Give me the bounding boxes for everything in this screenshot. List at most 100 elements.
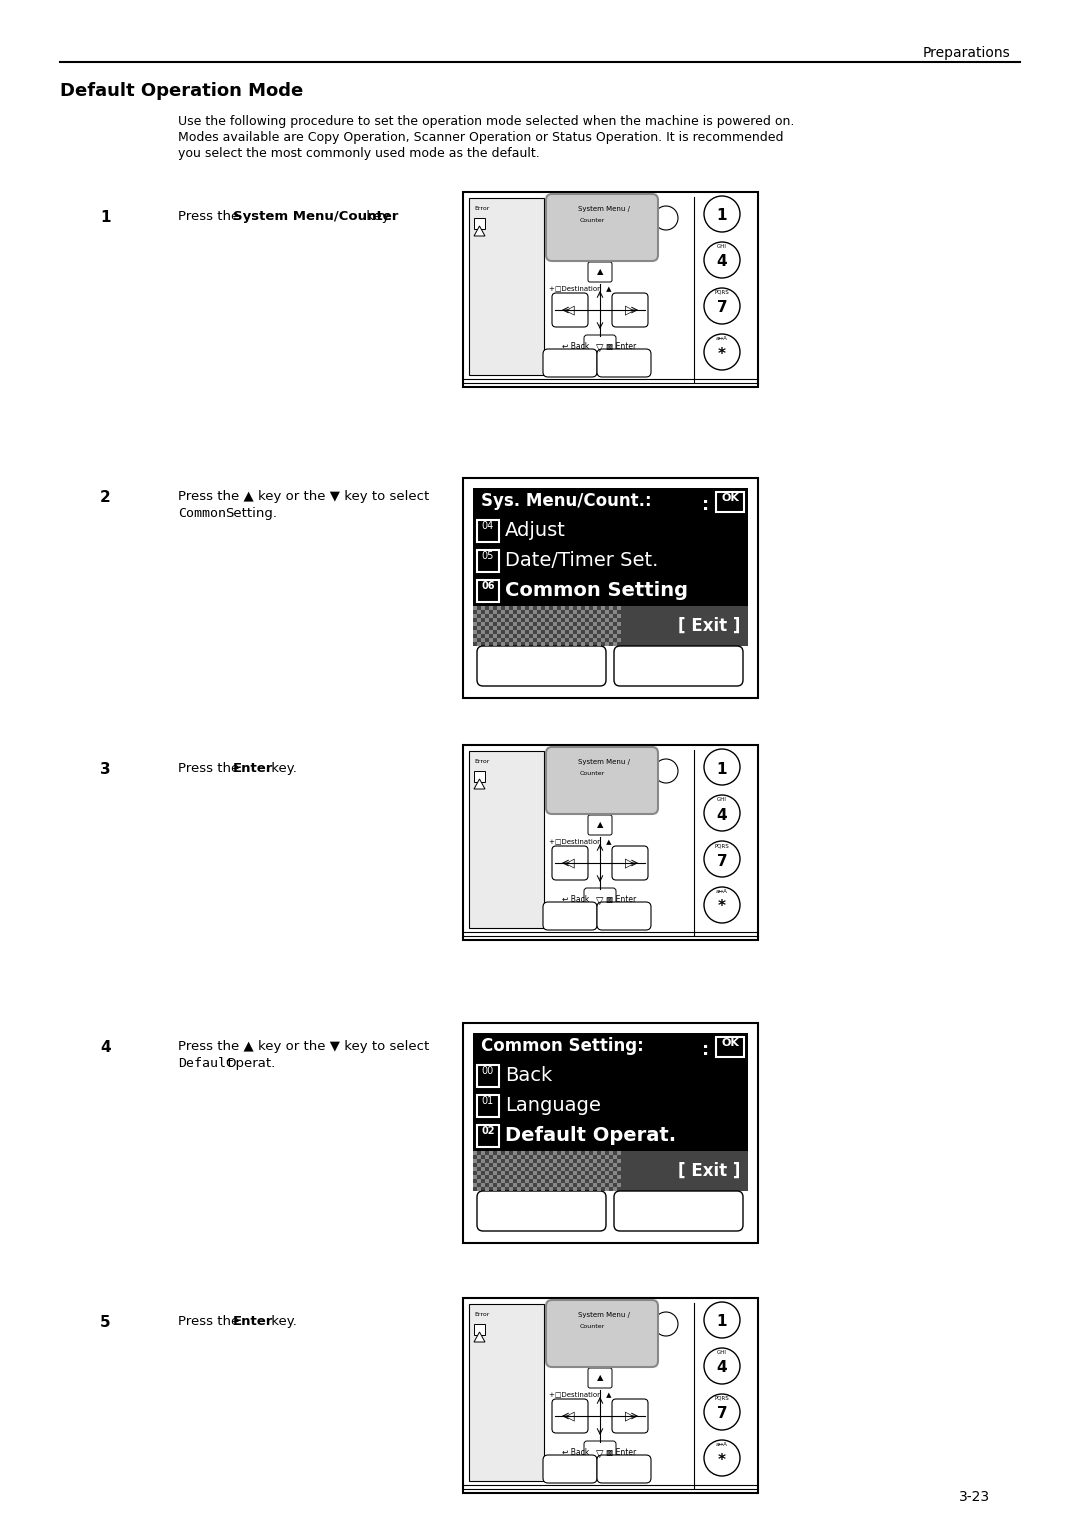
Bar: [521, 607, 525, 610]
Bar: [513, 1167, 517, 1170]
Bar: [585, 639, 589, 642]
Bar: [613, 642, 617, 646]
Text: ▲: ▲: [597, 267, 604, 277]
Bar: [477, 1180, 481, 1183]
Bar: [581, 634, 585, 639]
Text: 02: 02: [482, 1126, 495, 1135]
Bar: [534, 610, 537, 614]
Bar: [617, 607, 621, 610]
Bar: [534, 1187, 537, 1190]
Bar: [477, 634, 481, 639]
Bar: [473, 607, 477, 610]
Bar: [477, 642, 481, 646]
Bar: [593, 1151, 597, 1155]
Circle shape: [579, 202, 615, 238]
Bar: [492, 617, 497, 622]
Bar: [505, 622, 509, 626]
Text: 4: 4: [100, 1041, 110, 1054]
Bar: [529, 1160, 534, 1163]
Bar: [463, 746, 758, 940]
Bar: [509, 634, 513, 639]
Bar: [492, 1155, 497, 1160]
Bar: [609, 1167, 613, 1170]
Bar: [505, 1175, 509, 1180]
Bar: [593, 1183, 597, 1187]
Bar: [537, 1183, 541, 1187]
Bar: [497, 1175, 501, 1180]
Text: +□Destination  ▲: +□Destination ▲: [549, 837, 611, 843]
Bar: [569, 630, 573, 634]
Text: *: *: [718, 1453, 726, 1467]
Bar: [525, 1187, 529, 1190]
Bar: [509, 1155, 513, 1160]
Bar: [497, 1183, 501, 1187]
Bar: [569, 1183, 573, 1187]
Circle shape: [704, 1348, 740, 1384]
Bar: [609, 1160, 613, 1163]
Bar: [489, 630, 492, 634]
FancyBboxPatch shape: [543, 1455, 597, 1484]
Bar: [517, 1187, 521, 1190]
Bar: [525, 617, 529, 622]
Circle shape: [704, 1394, 740, 1430]
Bar: [565, 610, 569, 614]
Bar: [561, 1167, 565, 1170]
Circle shape: [704, 840, 740, 877]
Bar: [509, 1170, 513, 1175]
FancyBboxPatch shape: [612, 293, 648, 327]
Bar: [473, 614, 477, 617]
Bar: [597, 610, 600, 614]
Bar: [521, 1151, 525, 1155]
Bar: [481, 1151, 485, 1155]
FancyBboxPatch shape: [552, 293, 588, 327]
Bar: [578, 1323, 606, 1334]
Text: ▩ Enter: ▩ Enter: [606, 1449, 636, 1458]
Polygon shape: [474, 1332, 485, 1342]
Bar: [613, 1180, 617, 1183]
Bar: [585, 614, 589, 617]
Circle shape: [704, 335, 740, 370]
Bar: [513, 630, 517, 634]
Text: *: *: [718, 900, 726, 914]
Bar: [617, 622, 621, 626]
Bar: [561, 639, 565, 642]
Bar: [541, 626, 545, 630]
Bar: [497, 639, 501, 642]
Bar: [534, 1163, 537, 1167]
Bar: [481, 607, 485, 610]
Bar: [525, 642, 529, 646]
Bar: [573, 1187, 577, 1190]
Bar: [473, 1151, 477, 1155]
Bar: [600, 1167, 605, 1170]
Bar: [497, 614, 501, 617]
FancyBboxPatch shape: [584, 335, 616, 361]
Bar: [609, 639, 613, 642]
Circle shape: [654, 1313, 678, 1335]
Bar: [517, 617, 521, 622]
Circle shape: [579, 1308, 615, 1345]
Bar: [573, 610, 577, 614]
Bar: [557, 642, 561, 646]
Bar: [605, 1163, 609, 1167]
Bar: [517, 1155, 521, 1160]
Bar: [617, 639, 621, 642]
Bar: [577, 639, 581, 642]
Text: System Menu /: System Menu /: [578, 759, 630, 766]
Text: 06: 06: [482, 581, 495, 591]
Text: ▲: ▲: [597, 821, 604, 830]
Bar: [577, 1160, 581, 1163]
FancyBboxPatch shape: [597, 1455, 651, 1484]
Bar: [561, 1151, 565, 1155]
Bar: [549, 617, 553, 622]
Text: 7: 7: [717, 301, 727, 315]
Text: Error: Error: [474, 206, 489, 211]
Bar: [477, 1065, 499, 1086]
Bar: [716, 1038, 744, 1057]
Text: 4: 4: [717, 807, 727, 822]
Bar: [477, 581, 499, 602]
Text: a↔A: a↔A: [716, 336, 728, 341]
Bar: [521, 1183, 525, 1187]
Bar: [537, 614, 541, 617]
Bar: [617, 1175, 621, 1180]
Bar: [529, 1175, 534, 1180]
